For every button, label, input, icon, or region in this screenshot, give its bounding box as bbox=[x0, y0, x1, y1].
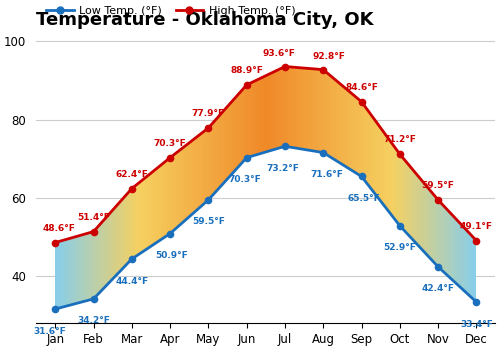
Text: 49.1°F: 49.1°F bbox=[460, 222, 493, 231]
Text: 59.5°F: 59.5°F bbox=[422, 181, 454, 190]
Text: 93.6°F: 93.6°F bbox=[263, 49, 296, 58]
Text: 62.4°F: 62.4°F bbox=[116, 170, 148, 179]
Text: 73.2°F: 73.2°F bbox=[266, 164, 300, 173]
Text: 34.2°F: 34.2°F bbox=[77, 316, 110, 326]
Text: 31.6°F: 31.6°F bbox=[33, 327, 66, 336]
Text: 77.9°F: 77.9°F bbox=[192, 109, 225, 118]
Text: 42.4°F: 42.4°F bbox=[422, 285, 454, 293]
Text: 70.3°F: 70.3°F bbox=[154, 139, 186, 148]
Text: 71.2°F: 71.2°F bbox=[384, 135, 416, 144]
Text: 48.6°F: 48.6°F bbox=[42, 224, 76, 233]
Text: 33.4°F: 33.4°F bbox=[460, 320, 493, 329]
Text: 44.4°F: 44.4°F bbox=[116, 276, 148, 286]
Text: 88.9°F: 88.9°F bbox=[230, 66, 263, 75]
Text: 59.5°F: 59.5°F bbox=[192, 217, 225, 226]
Text: 65.5°F: 65.5°F bbox=[347, 194, 380, 203]
Text: 50.9°F: 50.9°F bbox=[156, 251, 188, 260]
Text: 84.6°F: 84.6°F bbox=[345, 83, 378, 92]
Legend: Low Temp. (°F), High Temp. (°F): Low Temp. (°F), High Temp. (°F) bbox=[42, 1, 300, 20]
Text: Temperature - Oklahoma City, OK: Temperature - Oklahoma City, OK bbox=[36, 11, 374, 29]
Text: 70.3°F: 70.3°F bbox=[228, 175, 261, 184]
Text: 51.4°F: 51.4°F bbox=[77, 213, 110, 222]
Text: 92.8°F: 92.8°F bbox=[312, 52, 346, 61]
Text: 71.6°F: 71.6°F bbox=[310, 170, 344, 179]
Text: 52.9°F: 52.9°F bbox=[384, 243, 416, 252]
